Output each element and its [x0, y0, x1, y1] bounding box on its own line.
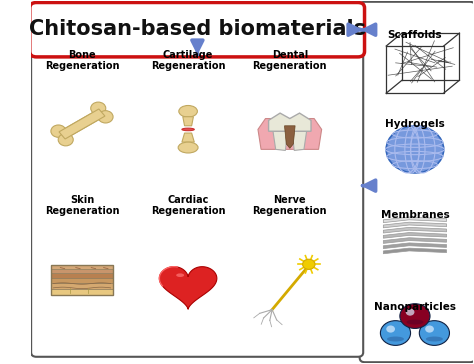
FancyBboxPatch shape: [30, 3, 365, 57]
Circle shape: [419, 321, 449, 345]
Ellipse shape: [179, 106, 197, 117]
Polygon shape: [59, 109, 105, 139]
Polygon shape: [273, 131, 288, 150]
Circle shape: [381, 321, 410, 345]
Ellipse shape: [178, 142, 198, 153]
Bar: [51, 265, 113, 269]
Ellipse shape: [176, 273, 184, 277]
Ellipse shape: [387, 336, 404, 341]
Bar: [51, 269, 113, 273]
Bar: [51, 289, 113, 295]
Ellipse shape: [182, 128, 194, 131]
Circle shape: [98, 111, 113, 123]
Polygon shape: [183, 117, 193, 126]
Polygon shape: [383, 222, 447, 228]
Text: Membranes: Membranes: [381, 210, 449, 219]
Circle shape: [400, 304, 430, 328]
Circle shape: [91, 102, 106, 114]
Text: Scaffolds: Scaffolds: [388, 30, 442, 40]
Polygon shape: [383, 233, 447, 238]
Bar: [51, 278, 113, 283]
Ellipse shape: [406, 320, 423, 325]
Circle shape: [386, 126, 444, 173]
Polygon shape: [383, 238, 447, 244]
Text: Chitosan-based biomaterials: Chitosan-based biomaterials: [29, 19, 366, 39]
Circle shape: [386, 325, 395, 333]
Circle shape: [302, 259, 315, 269]
Polygon shape: [182, 133, 194, 142]
Polygon shape: [292, 131, 307, 150]
FancyBboxPatch shape: [360, 2, 474, 362]
Text: Bone
Regeneration: Bone Regeneration: [45, 50, 119, 71]
Polygon shape: [159, 267, 217, 309]
Polygon shape: [269, 113, 311, 131]
Polygon shape: [383, 228, 447, 233]
Text: Nanoparticles: Nanoparticles: [374, 302, 456, 312]
Polygon shape: [59, 109, 105, 139]
Bar: [51, 273, 113, 278]
Polygon shape: [383, 243, 447, 249]
Circle shape: [425, 325, 434, 333]
Polygon shape: [383, 217, 447, 223]
FancyBboxPatch shape: [31, 52, 363, 357]
Text: Nerve
Regeneration: Nerve Regeneration: [253, 195, 327, 216]
Text: Cartilage
Regeneration: Cartilage Regeneration: [151, 50, 225, 71]
Ellipse shape: [426, 336, 443, 341]
Circle shape: [51, 125, 66, 137]
Text: Skin
Regeneration: Skin Regeneration: [45, 195, 119, 216]
Text: Cardiac
Regeneration: Cardiac Regeneration: [151, 195, 225, 216]
Polygon shape: [383, 248, 447, 254]
Circle shape: [58, 134, 73, 146]
Text: Hydrogels: Hydrogels: [385, 119, 445, 129]
Bar: [51, 265, 113, 295]
Text: Dental
Regeneration: Dental Regeneration: [253, 50, 327, 71]
Circle shape: [406, 309, 414, 316]
Bar: [51, 283, 113, 289]
Polygon shape: [258, 119, 322, 149]
Polygon shape: [284, 126, 295, 148]
